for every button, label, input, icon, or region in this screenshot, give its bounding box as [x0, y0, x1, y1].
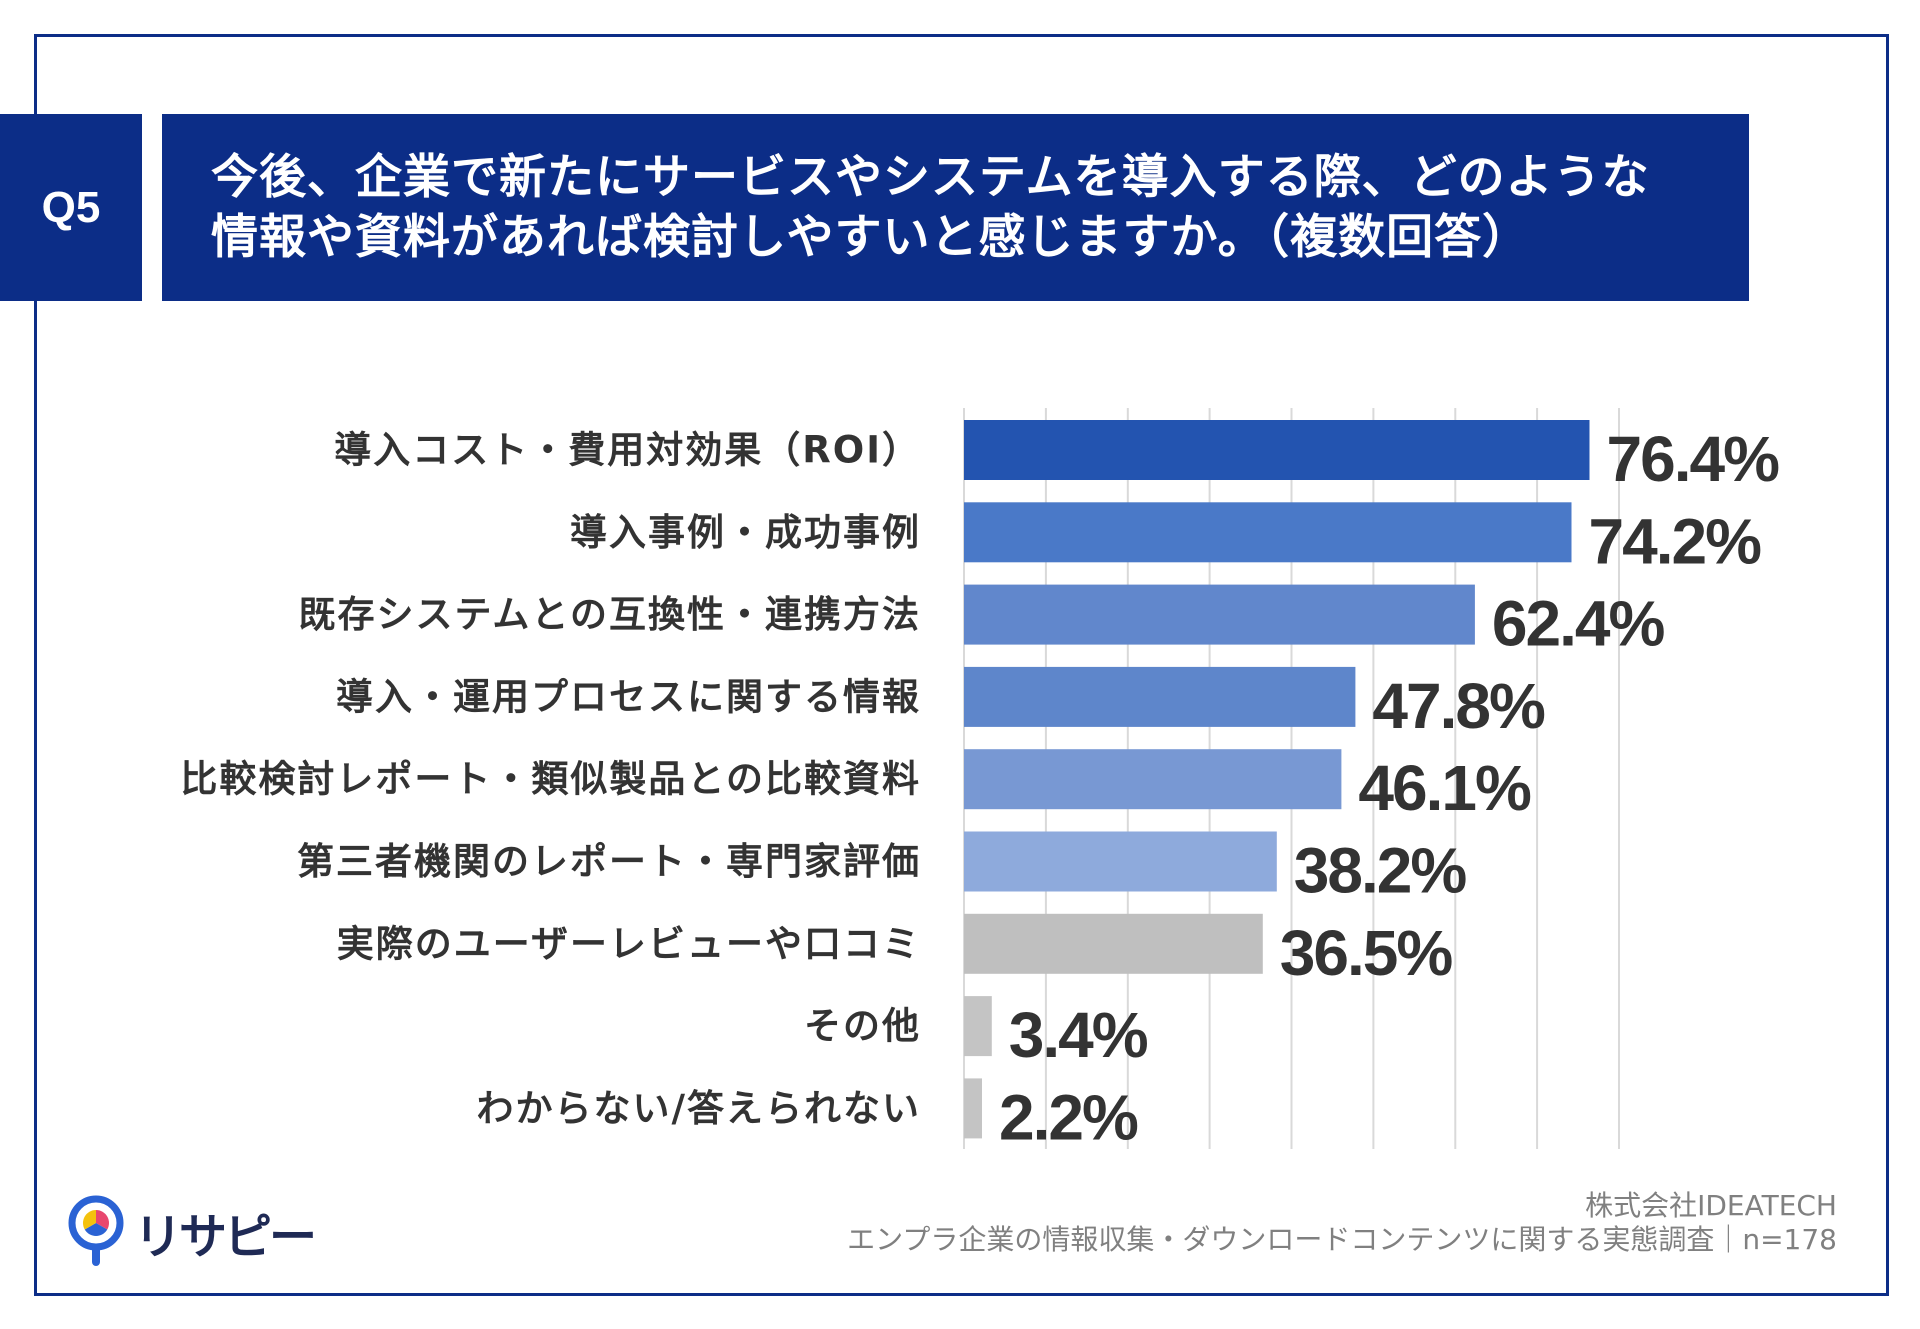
outer-frame	[34, 34, 1889, 1296]
category-label-7: 実際のユーザーレビューや口コミ	[337, 922, 921, 965]
question-title-box: 今後、企業で新たにサービスやシステムを導入する際、どのような 情報や資料があれば…	[162, 114, 1749, 301]
bar-7	[964, 913, 1263, 974]
bar-4	[964, 666, 1356, 727]
value-label-3: 62.4%	[1492, 588, 1665, 660]
footer-company: 株式会社IDEATECH	[1585, 1189, 1837, 1222]
question-title-line-2: 情報や資料があれば検討しやすいと感じますか。（複数回答）	[211, 209, 1531, 265]
value-label-2: 74.2%	[1589, 505, 1762, 577]
question-number-badge: Q5	[0, 114, 142, 301]
footer-credits: 株式会社IDEATECH エンプラ企業の情報収集・ダウンロードコンテンツに関する…	[847, 1189, 1837, 1257]
category-label-2: 導入事例・成功事例	[570, 511, 921, 554]
value-label-8: 3.4%	[1009, 999, 1148, 1071]
bar-1	[964, 420, 1590, 480]
category-label-9: わからない/答えられない	[476, 1087, 921, 1130]
value-label-5: 46.1%	[1358, 752, 1531, 824]
location-pin-pie-icon	[68, 1195, 124, 1266]
category-label-4: 導入・運用プロセスに関する情報	[336, 675, 921, 718]
bar-6	[964, 831, 1277, 892]
value-label-9: 2.2%	[999, 1081, 1138, 1153]
bars	[964, 420, 1590, 1139]
category-label-1: 導入コスト・費用対効果（ROI）	[334, 429, 921, 472]
risapy-logo: リサピー	[66, 1192, 317, 1272]
category-label-6: 第三者機関のレポート・専門家評価	[297, 840, 921, 883]
bar-5	[964, 749, 1342, 810]
question-number: Q5	[41, 182, 101, 232]
value-label-1: 76.4%	[1607, 423, 1780, 495]
bar-8	[964, 996, 992, 1057]
bar-2	[964, 502, 1572, 563]
value-label-4: 47.8%	[1372, 670, 1545, 742]
pie-segment-red	[96, 1210, 110, 1230]
bar-3	[964, 584, 1475, 645]
value-label-6: 38.2%	[1294, 835, 1467, 907]
value-label-7: 36.5%	[1280, 917, 1453, 989]
category-label-5: 比較検討レポート・類似製品との比較資料	[180, 758, 921, 801]
category-label-8: その他	[804, 1005, 921, 1048]
logo-wordmark: リサピー	[134, 1209, 317, 1265]
value-labels: 76.4% 74.2% 62.4% 47.8% 46.1% 38.2% 36.5% 3.4% 2…	[999, 423, 1781, 1153]
category-labels: 導入コスト・費用対効果（ROI） 導入事例・成功事例既存システムとの互換性・連携方…	[180, 429, 921, 1130]
question-title-line-1: 今後、企業で新たにサービスやシステムを導入する際、どのような	[211, 149, 1650, 205]
pie-segment-blue	[84, 1223, 108, 1237]
category-label-3: 既存システムとの互換性・連携方法	[298, 593, 921, 636]
bar-9	[964, 1078, 982, 1139]
footer-survey-title: エンプラ企業の情報収集・ダウンロードコンテンツに関する実態調査｜n=178	[847, 1223, 1837, 1256]
pie-segment-yellow	[82, 1210, 96, 1230]
